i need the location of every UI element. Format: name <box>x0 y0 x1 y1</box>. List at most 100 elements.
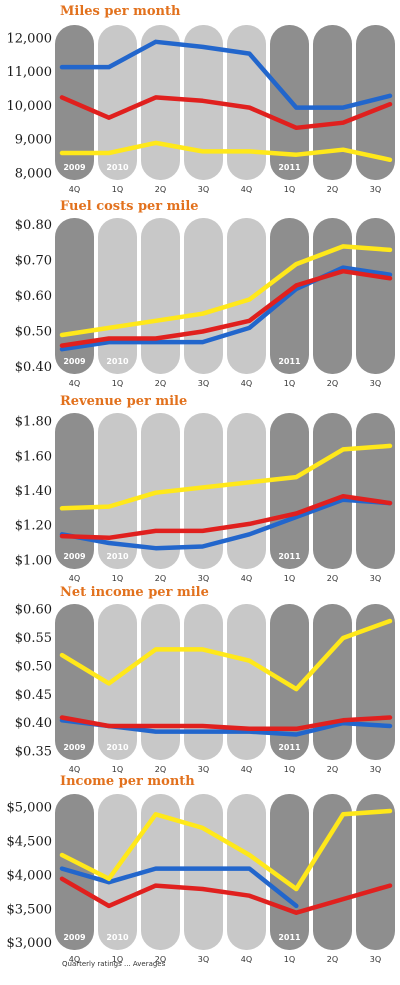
quarter-column <box>141 25 180 180</box>
series-line-1 <box>59 39 393 110</box>
quarter-label: 4Q <box>241 185 252 194</box>
year-label: 2010 <box>106 933 129 942</box>
quarter-column <box>227 25 266 180</box>
quarter-label: 2Q <box>155 955 166 964</box>
year-label: 2010 <box>106 552 129 561</box>
quarter-label: 3Q <box>198 379 209 388</box>
quarter-label: 2Q <box>155 765 166 774</box>
y-tick-label: 11,000 <box>7 65 53 80</box>
quarter-column <box>227 218 266 374</box>
y-tick-label: $0.70 <box>15 254 52 269</box>
quarter-label: 2Q <box>155 379 166 388</box>
series-line-1 <box>59 866 299 909</box>
year-label: 2009 <box>63 552 86 561</box>
y-tick-label: $0.40 <box>15 360 52 375</box>
quarter-label: 3Q <box>370 379 381 388</box>
series-line-2 <box>59 268 393 348</box>
quarter-label: 4Q <box>241 765 252 774</box>
chart-title: Revenue per mile <box>60 394 187 409</box>
quarter-column <box>141 604 180 760</box>
quarter-column <box>227 604 266 760</box>
quarter-column <box>313 413 352 569</box>
y-tick-label: $0.60 <box>15 289 52 304</box>
chart-title: Miles per month <box>60 4 181 19</box>
quarter-label: 4Q <box>69 574 80 583</box>
y-tick-label: 9,000 <box>15 133 52 148</box>
quarter-label: 1Q <box>112 955 123 964</box>
quarter-column <box>55 413 94 569</box>
quarter-label: 2Q <box>155 185 166 194</box>
quarter-label: 1Q <box>284 379 295 388</box>
quarter-label: 4Q <box>241 955 252 964</box>
chart-panel-4: Net income per mile 2009 4Q 2010 1Q 2Q 3Q 4Q 201… <box>15 585 395 774</box>
y-tick-label: 8,000 <box>15 166 52 181</box>
series-line-2 <box>59 95 393 131</box>
quarter-column <box>98 25 137 180</box>
quarter-column <box>356 218 395 374</box>
series-line-1 <box>59 265 393 352</box>
year-label: 2009 <box>63 933 86 942</box>
y-tick-label: $0.45 <box>15 688 52 703</box>
y-tick-label: $0.50 <box>15 659 52 674</box>
quarter-column <box>141 218 180 374</box>
quarter-column <box>227 794 266 950</box>
quarter-column <box>98 604 137 760</box>
quarter-label: 4Q <box>69 379 80 388</box>
year-label: 2011 <box>278 552 301 561</box>
year-label: 2011 <box>278 357 301 366</box>
quarter-label: 2Q <box>327 955 338 964</box>
y-tick-label: $0.80 <box>15 218 52 233</box>
y-tick-label: $1.20 <box>15 519 52 534</box>
quarter-column <box>141 794 180 950</box>
y-tick-label: $0.60 <box>15 603 52 618</box>
quarter-label: 1Q <box>284 955 295 964</box>
quarter-label: 4Q <box>241 379 252 388</box>
y-tick-label: 12,000 <box>7 31 53 46</box>
quarter-label: 2Q <box>327 574 338 583</box>
chart-title: Net income per mile <box>60 585 209 600</box>
quarter-label: 1Q <box>284 574 295 583</box>
year-label: 2010 <box>106 163 129 172</box>
chart-title: Fuel costs per mile <box>60 199 199 214</box>
quarter-label: 3Q <box>370 185 381 194</box>
y-tick-label: $3,000 <box>7 936 53 951</box>
y-tick-label: 10,000 <box>7 99 53 114</box>
quarter-column <box>313 25 352 180</box>
year-label: 2010 <box>106 357 129 366</box>
quarter-label: 2Q <box>327 379 338 388</box>
series-line-2 <box>59 715 393 732</box>
year-label: 2011 <box>278 743 301 752</box>
chart-panel-1: Miles per month 2009 4Q 2010 1Q 2Q 3Q 4Q 2011 1Q 2… <box>7 4 395 194</box>
quarter-label: 4Q <box>69 955 80 964</box>
quarter-column <box>98 413 137 569</box>
quarter-label: 2Q <box>155 574 166 583</box>
quarter-column <box>313 604 352 760</box>
series-line-2 <box>59 493 393 541</box>
y-tick-label: $5,000 <box>7 801 53 816</box>
series-line-3 <box>59 244 393 338</box>
chart-panel-2: Fuel costs per mile 2009 4Q 2010 1Q 2Q 3Q 4Q 201… <box>15 199 395 388</box>
y-tick-label: $0.50 <box>15 324 52 339</box>
quarter-column <box>227 413 266 569</box>
quarter-label: 3Q <box>198 765 209 774</box>
y-tick-label: $0.35 <box>15 744 52 759</box>
quarter-label: 1Q <box>112 574 123 583</box>
quarter-label: 1Q <box>284 185 295 194</box>
series-line-3 <box>59 618 393 692</box>
quarter-column <box>184 794 223 950</box>
y-tick-label: $0.40 <box>15 716 52 731</box>
series-line-3 <box>59 808 393 892</box>
quarter-column <box>55 604 94 760</box>
quarter-column <box>356 794 395 950</box>
y-tick-label: $1.80 <box>15 415 52 430</box>
y-tick-label: $0.55 <box>15 631 52 646</box>
quarter-label: 3Q <box>370 574 381 583</box>
quarter-label: 4Q <box>69 765 80 774</box>
y-tick-label: $1.60 <box>15 449 52 464</box>
y-tick-label: $1.40 <box>15 484 52 499</box>
quarter-column <box>98 218 137 374</box>
y-tick-label: $1.00 <box>15 553 52 568</box>
year-label: 2010 <box>106 743 129 752</box>
quarter-label: 1Q <box>112 765 123 774</box>
